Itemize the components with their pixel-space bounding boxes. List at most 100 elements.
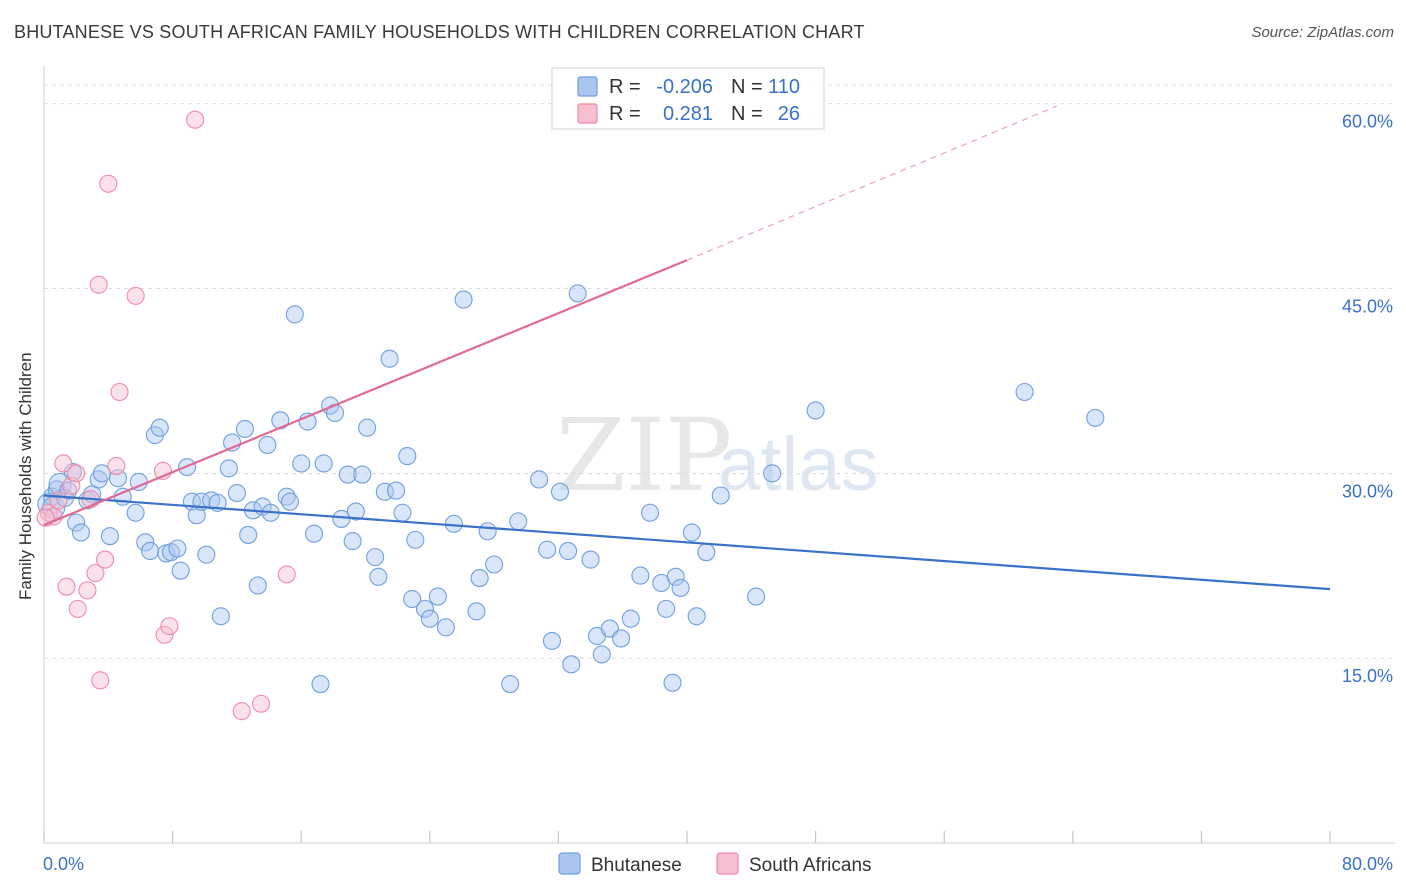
bhutanese-point-41 [248, 576, 267, 595]
y-tick-label-3: 60.0% [1342, 112, 1393, 132]
south-african-point-8 [78, 581, 97, 600]
bhutanese-point-58 [343, 532, 362, 551]
bottom-legend-label-south-africans: South Africans [749, 855, 872, 876]
south-african-point-13 [96, 550, 115, 569]
bhutanese-point-94 [612, 629, 631, 648]
bhutanese-point-56 [332, 509, 351, 528]
bhutanese-point-72 [420, 609, 439, 628]
bhutanese-point-65 [380, 349, 399, 368]
south-african-point-21 [186, 110, 205, 129]
bhutanese-point-87 [558, 541, 578, 561]
bhutanese-point-8 [67, 513, 86, 532]
south-african-point-19 [155, 625, 174, 644]
south-african-point-11 [89, 275, 108, 294]
bhutanese-point-46 [277, 487, 296, 506]
bhutanese-point-111 [1086, 408, 1105, 427]
bhutanese-point-99 [657, 599, 676, 618]
bhutanese-point-76 [454, 290, 473, 309]
legend-r-label-2: R = [609, 103, 641, 125]
correlation-legend: R = -0.206 N = 110 R = 0.281 N = 26 [551, 67, 825, 130]
bhutanese-point-79 [478, 522, 497, 541]
south-african-point-6 [67, 464, 86, 483]
bhutanese-point-107 [747, 587, 766, 606]
source-credit: Source: ZipAtlas.com [1251, 24, 1394, 41]
legend-n-value-1: 110 [768, 76, 800, 98]
bhutanese-point-61 [358, 418, 377, 437]
bhutanese-point-63 [369, 567, 388, 586]
bhutanese-point-89 [568, 284, 587, 303]
bhutanese-point-104 [687, 607, 706, 626]
bottom-legend-swatch-bhutanese [558, 852, 581, 875]
bottom-legend-swatch-south-africans [716, 852, 739, 875]
bhutanese-point-31 [197, 545, 216, 564]
bhutanese-point-105 [697, 543, 716, 562]
bhutanese-point-81 [501, 674, 520, 694]
south-african-point-17 [126, 286, 145, 305]
legend-r-value-2: 0.281 [663, 103, 713, 125]
south-african-point-23 [251, 694, 271, 713]
bhutanese-point-108 [763, 464, 782, 483]
bhutanese-point-43 [258, 435, 277, 455]
bhutanese-trend-line [43, 494, 1331, 591]
legend-n-label-2: N = [731, 103, 763, 125]
south-african-point-16 [99, 174, 118, 193]
bhutanese-point-22 [150, 418, 169, 437]
bhutanese-point-71 [415, 599, 435, 618]
bhutanese-point-17 [126, 503, 145, 522]
series-legend: Bhutanese South Africans [558, 852, 872, 876]
south-african-trend-line [43, 259, 688, 527]
bhutanese-point-62 [366, 548, 385, 567]
south-african-point-14 [107, 456, 126, 475]
gridlines [44, 84, 1395, 659]
legend-n-label-1: N = [731, 76, 763, 98]
bhutanese-point-102 [671, 578, 690, 597]
bhutanese-point-49 [292, 454, 311, 473]
bhutanese-point-96 [631, 566, 650, 585]
watermark-zip: ZIP [556, 397, 732, 514]
south-african-point-20 [160, 617, 179, 636]
bhutanese-point-73 [428, 587, 447, 606]
legend-swatch-south-africans [577, 103, 598, 124]
south-african-point-7 [68, 599, 87, 618]
bhutanese-point-84 [538, 540, 557, 559]
bhutanese-point-51 [305, 524, 324, 543]
south-african-trend-extension [686, 105, 1057, 261]
south-african-point-24 [277, 565, 296, 584]
south-african-point-15 [110, 382, 129, 402]
x-tick-label-min: 0.0% [43, 854, 84, 874]
bhutanese-point-37 [227, 483, 246, 503]
bhutanese-point-34 [211, 607, 230, 626]
bhutanese-point-47 [280, 492, 299, 511]
bhutanese-point-83 [530, 470, 549, 489]
bhutanese-point-100 [663, 673, 682, 692]
south-african-point-3 [54, 454, 73, 473]
y-tick-label-1: 30.0% [1342, 481, 1393, 501]
south-african-point-10 [86, 564, 105, 583]
bhutanese-point-92 [592, 645, 611, 664]
axes [43, 66, 1395, 844]
bhutanese-point-86 [550, 482, 570, 501]
bhutanese-point-68 [398, 447, 417, 466]
south-african-point-12 [91, 671, 110, 690]
bhutanese-point-106 [711, 486, 730, 505]
bhutanese-point-60 [353, 465, 372, 484]
bhutanese-point-77 [467, 602, 486, 621]
bhutanese-point-110 [1015, 382, 1034, 402]
bhutanese-point-66 [386, 481, 406, 500]
bhutanese-point-82 [509, 512, 528, 531]
bhutanese-point-57 [338, 465, 357, 484]
bhutanese-point-19 [136, 533, 155, 552]
bhutanese-point-9 [71, 523, 91, 542]
south-african-point-22 [232, 702, 251, 721]
bhutanese-point-109 [806, 401, 825, 420]
bhutanese-point-25 [168, 539, 187, 558]
bhutanese-point-53 [314, 454, 333, 473]
x-tick-label-max: 80.0% [1342, 854, 1393, 874]
bhutanese-point-26 [171, 561, 190, 580]
south-african-point-4 [57, 577, 76, 596]
trend-lines [43, 105, 1331, 591]
y-tick-label-2: 45.0% [1342, 296, 1393, 316]
bhutanese-point-52 [311, 674, 330, 694]
bhutanese-point-85 [542, 631, 562, 650]
bhutanese-point-38 [235, 419, 254, 439]
